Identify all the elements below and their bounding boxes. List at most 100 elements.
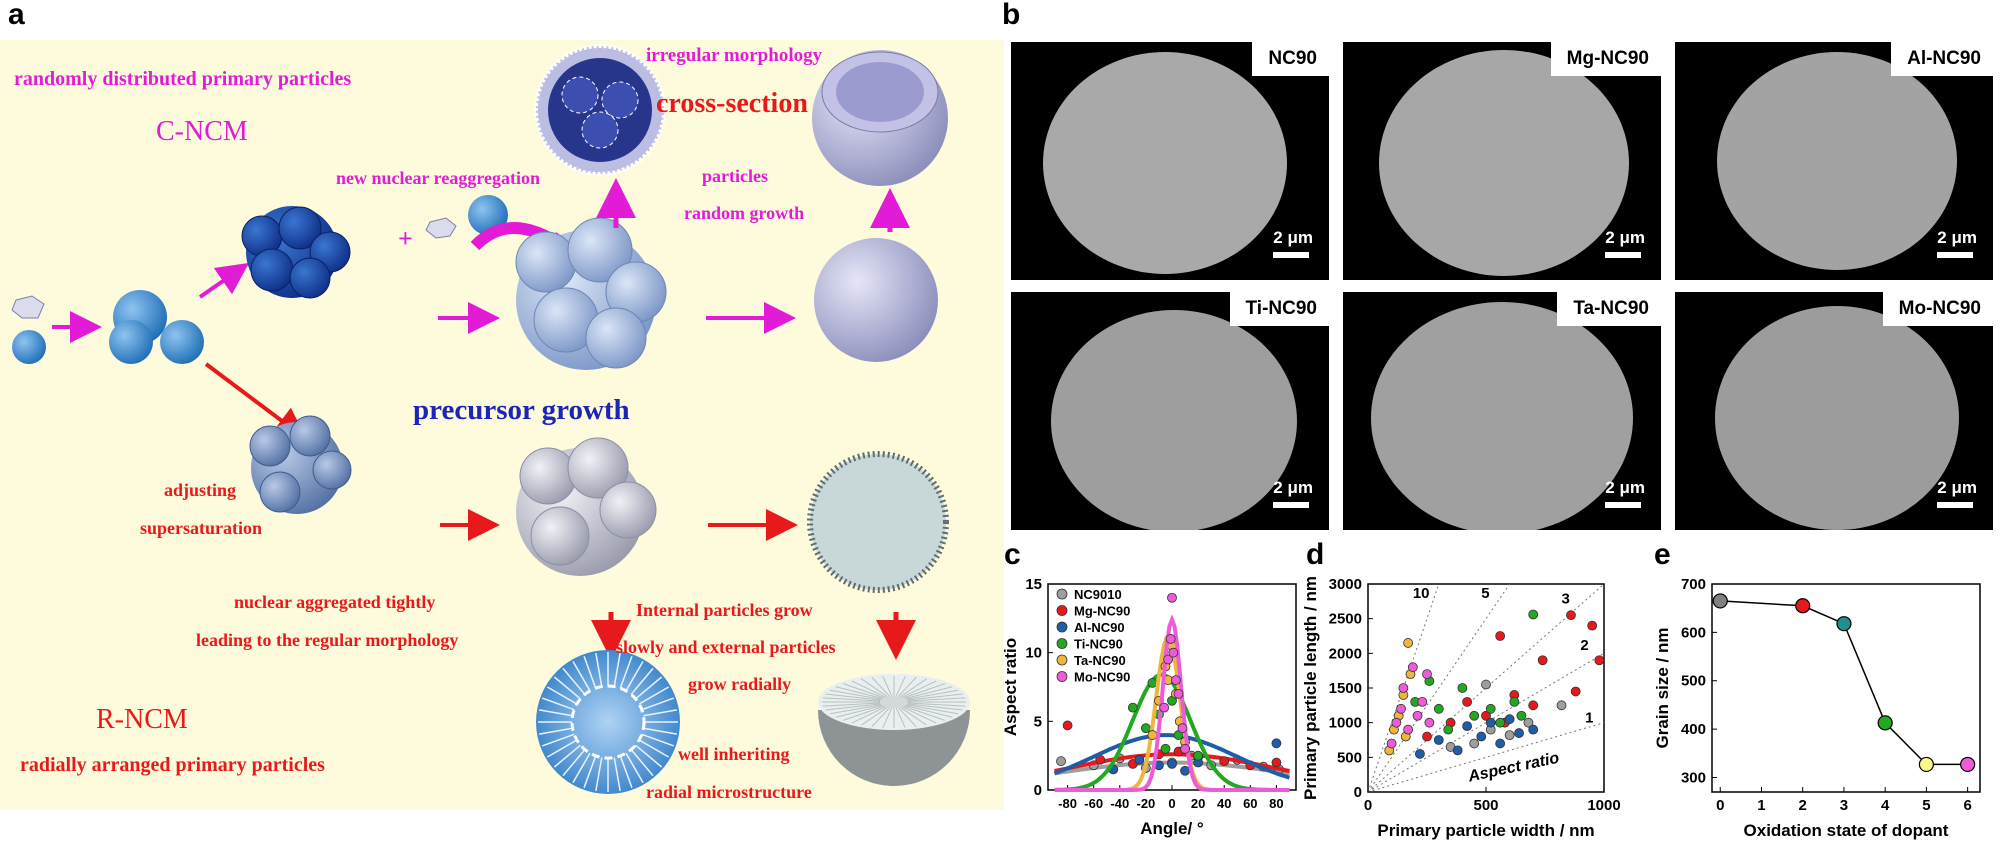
- x-tick-label: 6: [1963, 797, 1971, 814]
- y-tick-label: 0: [1354, 784, 1362, 801]
- panel-label-a: a: [8, 0, 25, 31]
- label-nuclear-aggregated: nuclear aggregated tightly: [234, 592, 436, 612]
- data-point: [1877, 715, 1893, 731]
- y-tick-label: 500: [1681, 673, 1706, 690]
- label-adjusting: adjusting: [164, 480, 237, 500]
- x-tick-label: 3: [1840, 797, 1848, 814]
- legend-marker: [1056, 671, 1068, 682]
- label-random-growth: random growth: [684, 203, 805, 223]
- data-point: [1177, 723, 1188, 734]
- aspect-lines: [1368, 584, 1604, 792]
- data-point: [1504, 714, 1515, 725]
- data-point: [1403, 638, 1414, 648]
- data-point: [1167, 592, 1177, 603]
- sem-image-al-nc90: Al-NC90 2 μm: [1675, 42, 1993, 280]
- data-point: [1495, 717, 1506, 728]
- aspect-line-2: [1368, 652, 1604, 792]
- x-tick-label: 1: [1757, 797, 1765, 814]
- label-slowly-external: slowly and external particles: [616, 637, 836, 657]
- data-point: [1056, 756, 1066, 767]
- data-point: [1566, 610, 1576, 621]
- chart-c-aspect-vs-angle: -80 -60 -40 -20 0 20 40 60 80 0 5 10 15 Angle/ ° Aspec…: [1001, 576, 1297, 838]
- x-tick-label: -80: [1058, 796, 1077, 811]
- legend-label: Al-NC90: [1074, 620, 1125, 635]
- x-tick-label: 80: [1269, 796, 1283, 811]
- data-point: [1398, 683, 1409, 693]
- scale-text: 2 μm: [1605, 228, 1645, 247]
- data-point: [1462, 721, 1473, 732]
- data-point: [1452, 745, 1463, 756]
- precursor-big: [515, 217, 667, 370]
- x-tick-label: 5: [1922, 797, 1930, 814]
- x-tick-label: -60: [1084, 796, 1103, 811]
- data-point: [1587, 620, 1598, 631]
- legend-label: NC9010: [1074, 587, 1122, 602]
- scale-bar: [1937, 252, 1973, 258]
- y-tick-label: 500: [1337, 749, 1362, 766]
- data-point: [1391, 717, 1402, 728]
- scale-text: 2 μm: [1937, 478, 1977, 497]
- data-point: [1168, 647, 1179, 658]
- data-point: [1219, 756, 1230, 767]
- label-new-nuclear: new nuclear reaggregation: [336, 168, 540, 188]
- data-point: [1509, 696, 1520, 707]
- legend-marker: [1056, 638, 1068, 649]
- x-axis-label: Angle/ °: [1140, 819, 1204, 838]
- data-point: [1140, 723, 1151, 734]
- sem-image-mg-nc90: Mg-NC90 2 μm: [1343, 42, 1661, 280]
- label-radial-micro: radial microstructure: [646, 782, 812, 802]
- data-point: [1159, 702, 1170, 713]
- aspect-line-label: 2: [1580, 637, 1588, 654]
- scale-text: 2 μm: [1273, 228, 1313, 247]
- sem-label: Mo-NC90: [1882, 292, 1993, 326]
- scale-bar: [1273, 502, 1309, 508]
- data-point: [1422, 731, 1432, 742]
- data-point: [1485, 717, 1496, 728]
- y-tick-label: 1500: [1329, 680, 1362, 697]
- x-tick-label: -20: [1136, 796, 1155, 811]
- y-tick-label: 1000: [1329, 715, 1362, 732]
- scale-bar: [1605, 502, 1641, 508]
- panel-label-b: b: [1002, 0, 1021, 31]
- data-point: [1712, 593, 1728, 609]
- data-point: [1422, 669, 1432, 680]
- sem-image-mo-nc90: Mo-NC90 2 μm: [1675, 292, 1993, 530]
- y-tick-label: 2000: [1329, 645, 1362, 662]
- panel-label-c: c: [1004, 538, 1021, 571]
- data-point: [1160, 743, 1171, 754]
- sem-image-ta-nc90: Ta-NC90 2 μm: [1343, 292, 1661, 530]
- data-point: [1528, 724, 1539, 735]
- sem-label: Ta-NC90: [1557, 292, 1661, 326]
- data-point: [1403, 724, 1414, 735]
- c-ncm-cross-section-small: [534, 44, 666, 176]
- data-point: [1433, 703, 1444, 714]
- x-tick-label: -40: [1110, 796, 1129, 811]
- plot-frame: [1711, 583, 1981, 793]
- legend-label: Ti-NC90: [1074, 637, 1123, 652]
- data-point: [1469, 710, 1480, 721]
- data-point: [1193, 750, 1204, 761]
- x-axis-label: Primary particle width / nm: [1377, 821, 1594, 840]
- data-point: [1412, 710, 1423, 721]
- fit-curve-2: [1053, 733, 1291, 780]
- scale-text: 2 μm: [1273, 478, 1313, 497]
- data-point: [1960, 756, 1976, 773]
- y-tick-label: 400: [1681, 721, 1706, 738]
- legend-label: Mo-NC90: [1074, 670, 1130, 685]
- label-plus: +: [398, 224, 413, 253]
- data-point: [1523, 717, 1534, 728]
- aspect-line-label: 5: [1481, 585, 1489, 602]
- r-ncm-aggregate: [249, 415, 352, 514]
- data-point: [1469, 738, 1480, 749]
- data-point: [1271, 738, 1282, 749]
- data-point: [1407, 662, 1418, 673]
- small-aggregate: [109, 290, 204, 364]
- data-point: [1417, 696, 1428, 707]
- data-point: [1163, 654, 1173, 665]
- seed-particles: [11, 295, 46, 364]
- aspect-line-5: [1368, 584, 1511, 792]
- y-tick-label: 0: [1034, 782, 1042, 799]
- label-irregular: irregular morphology: [646, 45, 823, 66]
- r-ncm-precursor: [516, 437, 657, 576]
- y-tick-label: 2500: [1329, 611, 1362, 628]
